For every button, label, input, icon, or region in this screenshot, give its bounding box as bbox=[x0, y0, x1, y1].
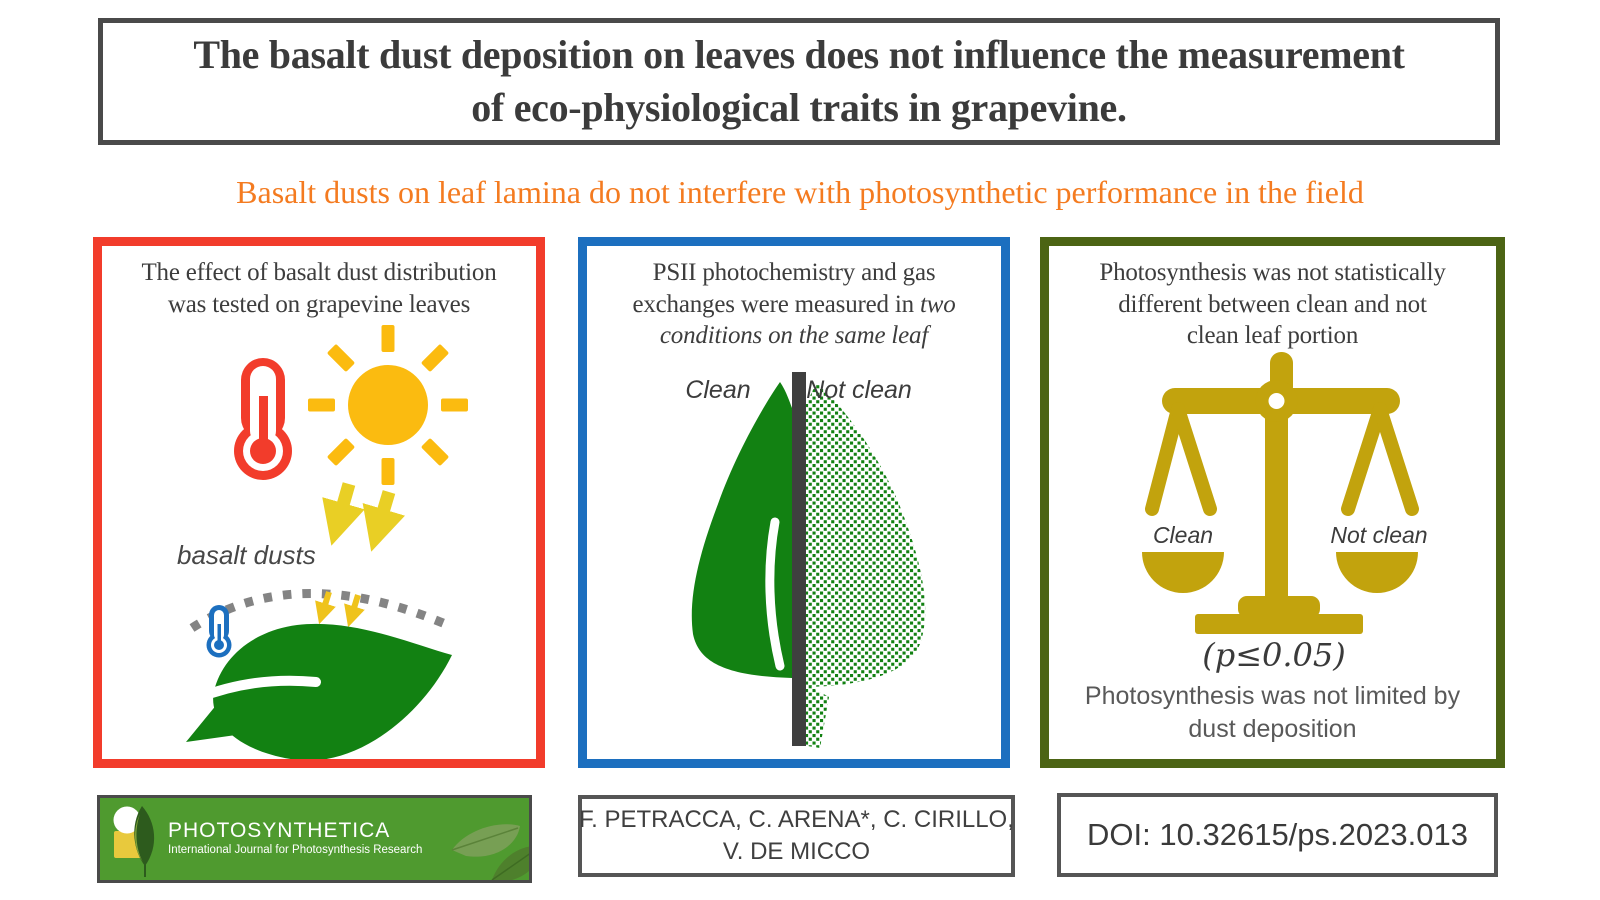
sunlight-arrows-icon bbox=[322, 482, 406, 552]
results-heading: Photosynthesis was not statistically dif… bbox=[1053, 257, 1492, 352]
results-heading-line-1: Photosynthesis was not statistically bbox=[1099, 259, 1446, 286]
doi-box: DOI: 10.32615/ps.2023.013 bbox=[1057, 793, 1498, 877]
page-title-line-2: of eco-physiological traits in grapevine… bbox=[471, 84, 1127, 130]
balance-scale-icon bbox=[1142, 352, 1419, 634]
dusty-leaf-half-icon bbox=[801, 382, 926, 748]
measurement-heading-line-1: PSII photochemistry and gas bbox=[652, 259, 936, 286]
split-leaf-illustration: Clean Not clean bbox=[685, 372, 926, 748]
not-clean-pan-label: Not clean bbox=[1330, 522, 1427, 548]
measurement-heading-line-3: conditions on the same leaf bbox=[659, 322, 929, 349]
not-clean-label: Not clean bbox=[806, 376, 912, 404]
clean-label: Clean bbox=[685, 376, 750, 404]
sun-icon bbox=[308, 325, 468, 485]
journal-logo-icon bbox=[113, 806, 155, 877]
panel-setup: basalt dusts The effect of basalt dust d… bbox=[93, 237, 545, 768]
results-heading-line-2: different between clean and not bbox=[1118, 290, 1427, 318]
setup-heading: The effect of basalt dust distribution w… bbox=[106, 257, 532, 320]
setup-heading-line-1: The effect of basalt dust distribution bbox=[141, 259, 497, 286]
filtered-light-arrows-icon bbox=[315, 591, 365, 628]
authors-line-1: F. PETRACCA, C. ARENA*, C. CIRILLO, bbox=[579, 805, 1014, 833]
p-value: (p≤0.05) bbox=[1202, 636, 1346, 674]
thermometer-small-icon bbox=[206, 605, 232, 658]
subtitle: Basalt dusts on leaf lamina do not inter… bbox=[236, 174, 1364, 210]
journal-tagline: International Journal for Photosynthesis… bbox=[168, 844, 422, 856]
journal-banner-art: PHOTOSYNTHETICA International Journal fo… bbox=[113, 806, 529, 880]
page-title-line-1: The basalt dust deposition on leaves doe… bbox=[193, 31, 1405, 77]
results-heading-line-3: clean leaf portion bbox=[1186, 322, 1359, 349]
authors-box: F. PETRACCA, C. ARENA*, C. CIRILLO, V. D… bbox=[578, 795, 1015, 877]
leaf-divider-bar bbox=[792, 372, 806, 746]
balance-illustration: Clean Not clean (p≤0.05) bbox=[1142, 352, 1428, 674]
clean-leaf-half-icon bbox=[691, 382, 792, 678]
measurement-heading-line-2: exchanges were measured in two bbox=[632, 290, 956, 318]
journal-name: PHOTOSYNTHETICA bbox=[168, 819, 390, 842]
clean-pan-label: Clean bbox=[1153, 522, 1213, 548]
setup-illustration: basalt dusts bbox=[177, 325, 468, 759]
basalt-dusts-label: basalt dusts bbox=[177, 540, 316, 570]
decorative-leaves-icon bbox=[451, 824, 529, 880]
doi-text: DOI: 10.32615/ps.2023.013 bbox=[1087, 817, 1468, 852]
title-box: The basalt dust deposition on leaves doe… bbox=[98, 18, 1500, 145]
journal-banner: PHOTOSYNTHETICA International Journal fo… bbox=[97, 795, 532, 883]
thermometer-icon bbox=[234, 358, 292, 480]
authors-line-2: V. DE MICCO bbox=[722, 838, 871, 865]
setup-heading-line-2: was tested on grapevine leaves bbox=[167, 290, 471, 318]
panel-results: Clean Not clean (p≤0.05) Photosynthesis … bbox=[1040, 237, 1505, 768]
panel-measurement: Clean Not clean PSII photochemistry and … bbox=[578, 237, 1010, 768]
dust-arc-icon bbox=[189, 589, 452, 632]
measurement-heading: PSII photochemistry and gas exchanges we… bbox=[591, 257, 997, 352]
leaf-icon bbox=[186, 623, 452, 759]
results-conclusion: Photosynthesis was not limited by dust d… bbox=[1084, 682, 1461, 743]
